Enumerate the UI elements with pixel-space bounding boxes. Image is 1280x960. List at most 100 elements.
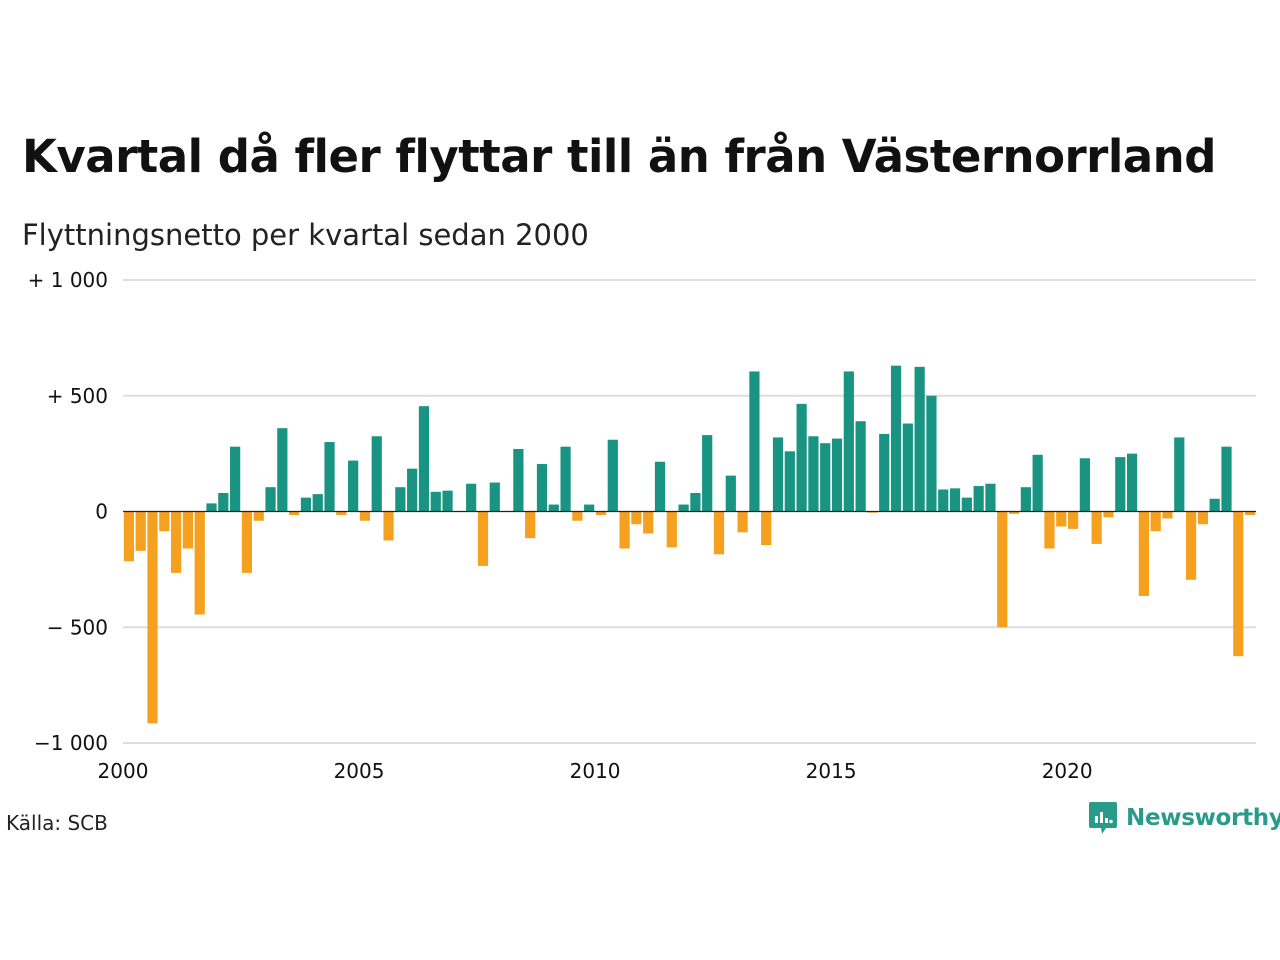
bar: [855, 421, 866, 512]
bar: [407, 468, 418, 512]
bar: [312, 494, 323, 512]
bar: [1008, 511, 1020, 514]
y-tick-label: 0: [95, 500, 108, 524]
bar: [938, 489, 949, 512]
chart-subtitle: Flyttningsnetto per kvartal sedan 2000: [22, 218, 589, 252]
bar: [973, 486, 984, 512]
bar: [761, 511, 772, 546]
bar: [171, 511, 182, 573]
newsworthy-logo-icon: [1089, 802, 1117, 834]
bar: [489, 482, 500, 512]
bar: [1233, 511, 1244, 657]
bar: [513, 448, 524, 512]
bar: [218, 492, 229, 512]
bar: [359, 511, 371, 521]
bar: [135, 511, 146, 551]
x-axis-ticks: 2000 2005 2010 2015 2020: [98, 759, 1093, 783]
bar: [241, 511, 253, 573]
bar: [1197, 511, 1208, 525]
bar: [300, 497, 312, 512]
bar: [961, 497, 972, 512]
bar: [1067, 511, 1079, 529]
bar-chart: + 1 000 + 500 0 − 500 −1 000 2000 2005 2010 201…: [28, 268, 1256, 783]
bar: [890, 365, 902, 512]
y-tick-label: − 500: [47, 615, 108, 639]
bar: [808, 436, 819, 512]
bar: [1056, 511, 1067, 527]
bar: [572, 511, 583, 521]
bar: [1020, 487, 1031, 512]
bar: [1162, 511, 1173, 519]
bar: [643, 511, 654, 534]
bar: [1221, 446, 1232, 512]
grid-lines: [123, 279, 1256, 744]
bar: [949, 488, 961, 512]
brand-name: Newsworthy: [1126, 805, 1280, 831]
bar: [477, 511, 489, 566]
bar: [737, 511, 748, 533]
bar: [1126, 453, 1138, 512]
x-tick-label: 2000: [98, 759, 149, 783]
bar: [194, 511, 205, 615]
bar: [584, 504, 595, 512]
bar: [182, 511, 194, 549]
bar: [654, 461, 666, 512]
bar: [831, 438, 843, 512]
bar: [536, 464, 548, 512]
bar: [772, 437, 784, 512]
bar: [702, 435, 713, 512]
y-tick-label: + 1 000: [28, 268, 108, 292]
bar: [997, 511, 1008, 628]
bar: [418, 406, 430, 512]
bar: [1185, 511, 1197, 580]
bar: [348, 460, 359, 512]
bars: [123, 365, 1256, 724]
bar: [690, 492, 701, 512]
bar: [713, 511, 725, 555]
bar: [902, 423, 913, 512]
y-tick-label: + 500: [47, 384, 108, 408]
bar: [289, 511, 300, 515]
bar: [678, 504, 689, 512]
bar: [926, 395, 937, 512]
bar: [666, 511, 677, 548]
y-axis-ticks: + 1 000 + 500 0 − 500 −1 000: [28, 268, 108, 755]
bar: [466, 483, 477, 512]
bar: [1091, 511, 1102, 544]
bar: [784, 451, 795, 512]
bar: [371, 436, 382, 512]
bar: [631, 511, 642, 525]
bar: [1079, 458, 1090, 512]
bar: [1115, 457, 1126, 512]
bar: [1244, 511, 1256, 515]
bar: [1103, 511, 1114, 518]
bar: [525, 511, 536, 539]
bar: [324, 442, 335, 512]
bar: [253, 511, 264, 521]
chart-title: Kvartal då fler flyttar till än från Väs…: [22, 130, 1216, 183]
bar: [843, 371, 854, 512]
bar: [725, 475, 736, 512]
bar: [442, 490, 453, 512]
x-tick-label: 2015: [806, 759, 857, 783]
bar: [159, 511, 170, 532]
bar: [607, 439, 618, 512]
bar: [560, 446, 571, 512]
bar: [1150, 511, 1161, 532]
bar: [879, 433, 890, 512]
bar: [395, 487, 406, 512]
bar: [1138, 511, 1149, 596]
bar: [277, 428, 288, 512]
bar: [548, 504, 559, 512]
bar: [619, 511, 630, 549]
bar: [1032, 454, 1043, 512]
bar: [1209, 498, 1220, 512]
bar: [985, 483, 996, 512]
bar: [265, 487, 276, 512]
bar: [1174, 437, 1185, 512]
x-tick-label: 2005: [334, 759, 385, 783]
bar: [595, 511, 607, 515]
source-note: Källa: SCB: [6, 811, 108, 835]
bar: [336, 511, 347, 515]
x-tick-label: 2020: [1042, 759, 1093, 783]
